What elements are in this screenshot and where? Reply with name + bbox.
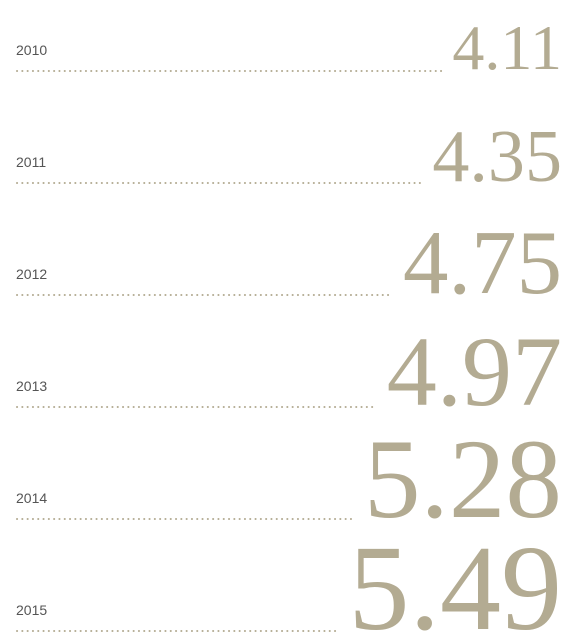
year-label: 2014	[16, 490, 47, 506]
value-label: 5.49	[349, 521, 563, 635]
year-label: 2013	[16, 378, 47, 394]
year-label: 2010	[16, 42, 47, 58]
value-label: 4.11	[452, 12, 562, 83]
value-label: 5.28	[364, 417, 562, 542]
year-label: 2015	[16, 602, 47, 618]
year-label: 2012	[16, 266, 47, 282]
value-label: 4.75	[403, 212, 562, 313]
year-label: 2011	[16, 154, 46, 170]
value-label: 4.97	[387, 316, 562, 427]
value-label: 4.35	[432, 116, 562, 198]
